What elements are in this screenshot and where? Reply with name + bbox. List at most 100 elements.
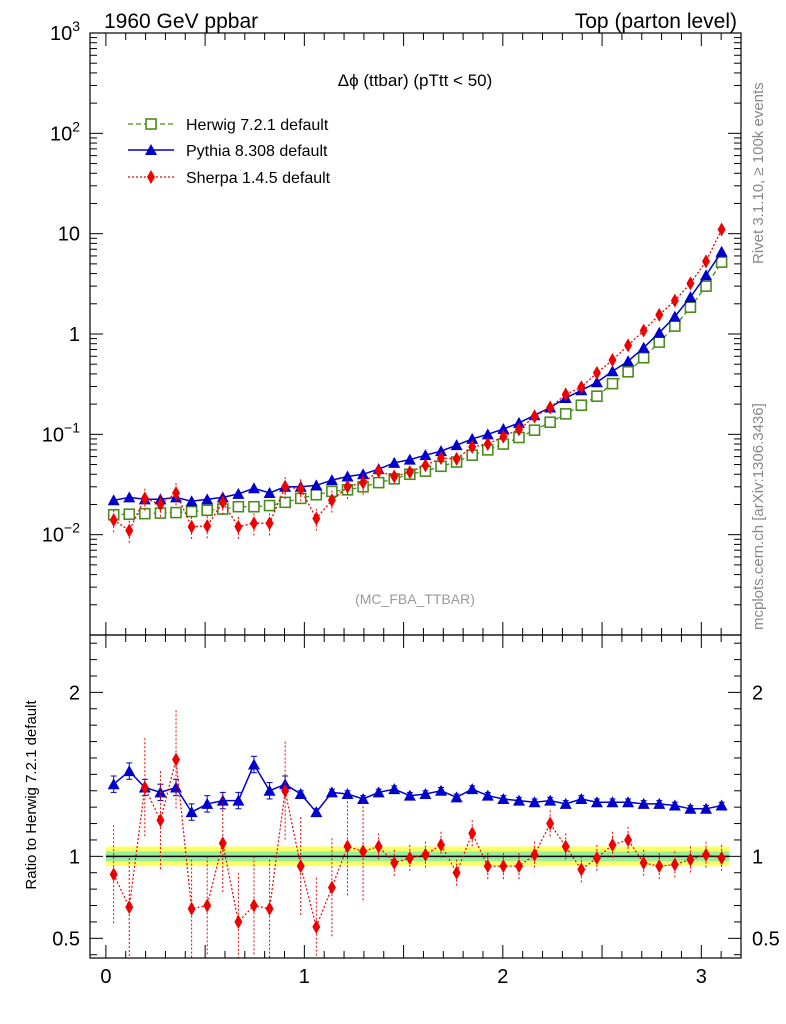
- legend-marker-pythia: [145, 144, 157, 155]
- ratio-point-pythia: [388, 783, 401, 795]
- point-sherpa: [655, 307, 664, 322]
- legend-label-pythia: Pythia 8.308 default: [186, 143, 328, 160]
- ratio-point-pythia: [653, 797, 666, 809]
- ratio-line-sherpa: [113, 759, 722, 929]
- point-sherpa: [327, 493, 336, 508]
- point-herwig: [606, 377, 619, 390]
- point-sherpa: [265, 516, 274, 531]
- ratio-point-pythia: [107, 778, 120, 790]
- point-sherpa: [374, 464, 383, 479]
- point-sherpa: [639, 323, 648, 338]
- ratio-point-pythia: [590, 796, 603, 808]
- point-pythia: [590, 376, 603, 388]
- point-pythia: [107, 494, 120, 506]
- ratio-point-pythia: [622, 796, 635, 808]
- point-pythia: [403, 453, 416, 465]
- ratio-point-pythia: [528, 796, 541, 808]
- ratio-point-sherpa: [109, 867, 118, 882]
- ratio-point-pythia: [185, 806, 198, 818]
- series-line-pythia: [113, 251, 723, 503]
- point-sherpa: [203, 519, 212, 534]
- point-pythia: [310, 479, 323, 491]
- ratio-point-pythia: [700, 802, 713, 814]
- point-sherpa: [452, 451, 461, 466]
- ratio-point-sherpa: [686, 852, 695, 867]
- ratio-point-sherpa: [265, 901, 274, 916]
- ratio-point-sherpa: [468, 826, 477, 841]
- point-sherpa: [686, 276, 695, 291]
- point-pythia: [201, 493, 214, 505]
- point-sherpa: [390, 469, 399, 484]
- point-sherpa: [359, 475, 368, 490]
- point-pythia: [325, 474, 338, 486]
- point-sherpa: [608, 353, 617, 368]
- point-pythia: [247, 482, 260, 494]
- point-pythia: [653, 326, 666, 338]
- ratio-ytick-label-right: 1: [752, 846, 763, 868]
- ratio-point-sherpa: [234, 914, 243, 929]
- ratio-point-pythia: [372, 786, 385, 798]
- legend-marker-sherpa: [147, 170, 155, 184]
- side-label-mcplots: mcplots.cern.ch [arXiv:1306.3436]: [750, 403, 767, 630]
- point-sherpa: [249, 516, 258, 531]
- point-herwig: [622, 366, 634, 378]
- point-sherpa: [187, 519, 196, 534]
- ratio-point-sherpa: [359, 844, 368, 859]
- ratio-point-sherpa: [639, 855, 648, 870]
- ratio-point-pythia: [715, 799, 728, 811]
- ratio-point-sherpa: [374, 839, 383, 854]
- point-herwig: [715, 256, 728, 268]
- point-pythia: [435, 445, 448, 457]
- ratio-point-pythia: [450, 791, 463, 803]
- ratio-point-pythia: [216, 794, 229, 806]
- ratio-point-pythia: [123, 765, 136, 777]
- point-sherpa: [156, 497, 165, 512]
- ratio-ytick-label: 1: [69, 846, 80, 868]
- ratio-point-sherpa: [592, 850, 601, 865]
- ratio-ytick-label: 0.5: [52, 928, 80, 950]
- main-plot-watermark: (MC_FBA_TTBAR): [355, 591, 475, 607]
- ratio-point-pythia: [606, 796, 619, 808]
- point-pythia: [622, 355, 635, 367]
- legend-entry-herwig: Herwig 7.2.1 default: [128, 117, 329, 134]
- legend: Herwig 7.2.1 default Pythia 8.308 defaul…: [128, 117, 331, 187]
- ratio-line-pythia: [113, 762, 722, 814]
- ratio-point-pythia: [310, 806, 323, 818]
- ratio-point-sherpa: [140, 780, 149, 795]
- point-herwig: [591, 390, 603, 402]
- main-ytick-label: 10−1: [42, 419, 80, 446]
- point-sherpa: [234, 519, 243, 534]
- series-line-sherpa: [113, 229, 723, 532]
- ratio-point-sherpa: [156, 813, 165, 828]
- point-herwig: [263, 499, 276, 512]
- ratio-xtick-label: 0: [100, 966, 111, 988]
- point-pythia: [466, 432, 479, 444]
- ratio-point-pythia: [341, 788, 354, 800]
- point-pythia: [419, 449, 432, 461]
- point-sherpa: [437, 451, 446, 466]
- ratio-point-pythia: [419, 788, 432, 800]
- ratio-point-pythia: [325, 786, 338, 798]
- point-herwig: [232, 500, 245, 513]
- ratio-ytick-label: 2: [69, 682, 80, 704]
- point-sherpa: [312, 511, 321, 526]
- ratio-point-pythia: [575, 792, 588, 804]
- point-sherpa: [483, 437, 492, 452]
- ratio-point-sherpa: [187, 901, 196, 916]
- ratio-point-sherpa: [343, 839, 352, 854]
- point-sherpa: [125, 523, 134, 538]
- point-pythia: [185, 495, 198, 507]
- point-pythia: [606, 365, 619, 377]
- point-herwig: [700, 280, 712, 292]
- header-right: Top (parton level): [575, 10, 737, 33]
- point-sherpa: [405, 465, 414, 480]
- ratio-point-sherpa: [577, 862, 586, 877]
- point-pythia: [123, 491, 136, 503]
- main-ytick-label: 1: [69, 324, 80, 346]
- ratio-point-pythia: [559, 797, 572, 809]
- point-sherpa: [296, 482, 305, 497]
- point-herwig: [185, 505, 198, 518]
- ratio-point-pythia: [232, 794, 245, 806]
- side-label-rivet: Rivet 3.1.10, ≥ 100k events: [750, 82, 767, 264]
- ratio-point-sherpa: [670, 857, 679, 872]
